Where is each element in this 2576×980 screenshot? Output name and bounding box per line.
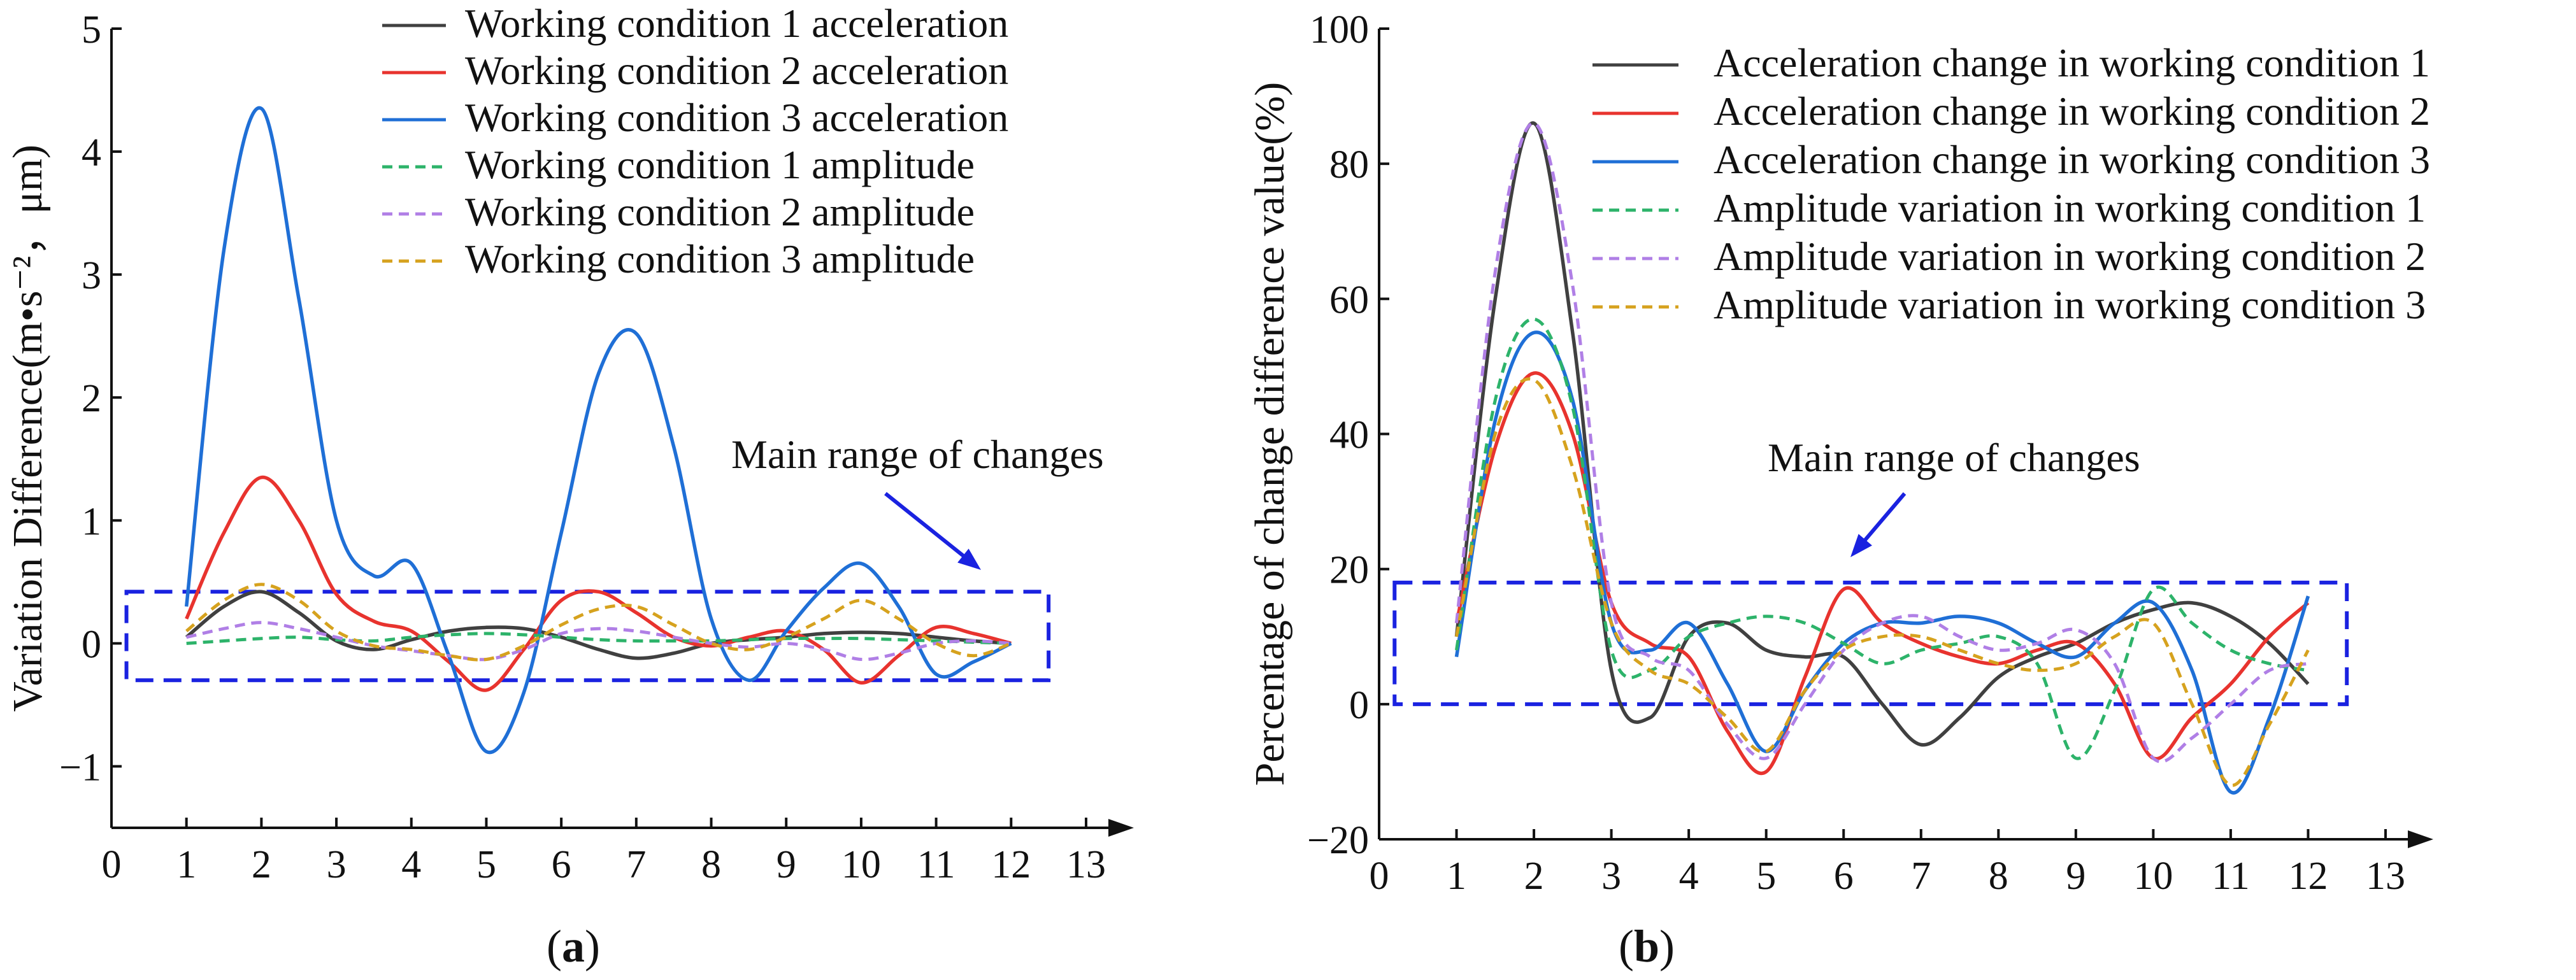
panel-caption-a: (a) (547, 921, 600, 972)
y-tick-label: 40 (1329, 414, 1369, 457)
series-line-3 (184, 106, 1012, 755)
x-tick-label: 1 (176, 843, 196, 886)
y-tick-label: 20 (1329, 549, 1369, 592)
legend: Working condition 1 accelerationWorking … (382, 1, 1008, 281)
x-tick-label: 11 (2212, 855, 2250, 898)
x-tick-label: 7 (626, 843, 646, 886)
x-tick-label: 0 (102, 843, 122, 886)
y-tick-label: 80 (1329, 143, 1369, 187)
x-tick-label: 0 (1370, 855, 1389, 898)
y-tick-label: 60 (1329, 278, 1369, 322)
y-tick-label: −1 (59, 746, 101, 789)
annotation-arrow-head (957, 548, 981, 570)
annotation-main-range: Main range of changes (1768, 435, 2140, 480)
legend-label: Acceleration change in working condition… (1714, 89, 2430, 134)
x-tick-label: 2 (1524, 855, 1544, 898)
series-line-4 (1455, 317, 2308, 760)
legend-label: Working condition 1 amplitude (465, 142, 975, 187)
series-line-5 (186, 621, 1012, 662)
legend-label: Working condition 2 acceleration (465, 48, 1008, 93)
legend-label: Amplitude variation in working condition… (1714, 282, 2426, 327)
x-tick-label: 13 (1066, 843, 1106, 886)
y-tick-label: 0 (82, 623, 101, 666)
annotation-arrow (1861, 492, 1907, 544)
x-tick-label: 9 (776, 843, 796, 886)
panel-caption-b: (b) (1619, 921, 1675, 972)
series-line-1 (1454, 121, 2310, 747)
y-tick-label: 100 (1310, 8, 1369, 52)
y-tick-label: 2 (82, 377, 101, 420)
annotation-main-range: Main range of changes (731, 432, 1104, 477)
series-line-4 (186, 632, 1012, 645)
y-tick-label: 1 (82, 500, 101, 543)
x-tick-label: 13 (2366, 855, 2405, 898)
x-axis-arrow (2408, 830, 2433, 848)
legend-label: Working condition 3 acceleration (465, 95, 1008, 140)
x-tick-label: 4 (1679, 855, 1699, 898)
legend-label: Acceleration change in working condition… (1714, 137, 2430, 182)
y-axis-title: Percentage of change difference value(%) (1247, 82, 1293, 786)
y-tick-label: 3 (82, 254, 101, 297)
x-tick-label: 8 (1989, 855, 2008, 898)
y-tick-label: 0 (1349, 684, 1369, 727)
series-line-6 (185, 583, 1012, 662)
x-tick-label: 11 (917, 843, 955, 886)
series-line-2 (185, 475, 1012, 692)
legend-label: Amplitude variation in working condition… (1714, 185, 2426, 231)
x-tick-label: 1 (1447, 855, 1466, 898)
y-tick-label: −20 (1307, 819, 1369, 862)
x-tick-label: 7 (1911, 855, 1931, 898)
annotation-arrow-head (1850, 534, 1872, 557)
x-tick-label: 5 (1756, 855, 1776, 898)
x-tick-label: 2 (252, 843, 271, 886)
y-tick-label: 4 (82, 131, 101, 174)
x-tick-label: 5 (476, 843, 496, 886)
legend-label: Working condition 2 amplitude (465, 189, 975, 234)
legend-label: Acceleration change in working condition… (1714, 40, 2430, 85)
legend-label: Working condition 3 amplitude (465, 236, 975, 281)
legend-label: Amplitude variation in working condition… (1714, 234, 2426, 279)
x-tick-label: 6 (552, 843, 571, 886)
x-tick-label: 8 (701, 843, 721, 886)
legend-label: Working condition 1 acceleration (465, 1, 1008, 46)
series-line-3 (1454, 330, 2310, 795)
y-tick-label: 5 (82, 8, 101, 52)
x-tick-label: 10 (841, 843, 881, 886)
x-tick-label: 12 (991, 843, 1031, 886)
x-tick-label: 3 (327, 843, 347, 886)
x-tick-label: 6 (1834, 855, 1854, 898)
x-tick-label: 10 (2133, 855, 2173, 898)
x-tick-label: 3 (1601, 855, 1621, 898)
legend: Acceleration change in working condition… (1592, 40, 2430, 327)
x-tick-label: 9 (2066, 855, 2086, 898)
series-line-1 (185, 590, 1012, 660)
annotation-arrow (884, 492, 968, 560)
main-range-box (1392, 580, 2349, 706)
x-axis-arrow (1108, 819, 1134, 837)
x-tick-label: 12 (2288, 855, 2328, 898)
series-line-5 (1455, 122, 2308, 763)
y-axis-title: Variation Difference(m•s⁻²，μm) (4, 145, 51, 712)
x-tick-label: 4 (401, 843, 421, 886)
